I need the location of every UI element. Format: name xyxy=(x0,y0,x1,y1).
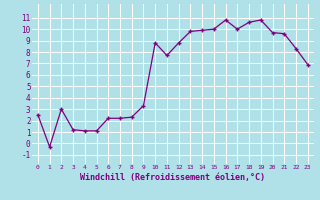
X-axis label: Windchill (Refroidissement éolien,°C): Windchill (Refroidissement éolien,°C) xyxy=(80,173,265,182)
